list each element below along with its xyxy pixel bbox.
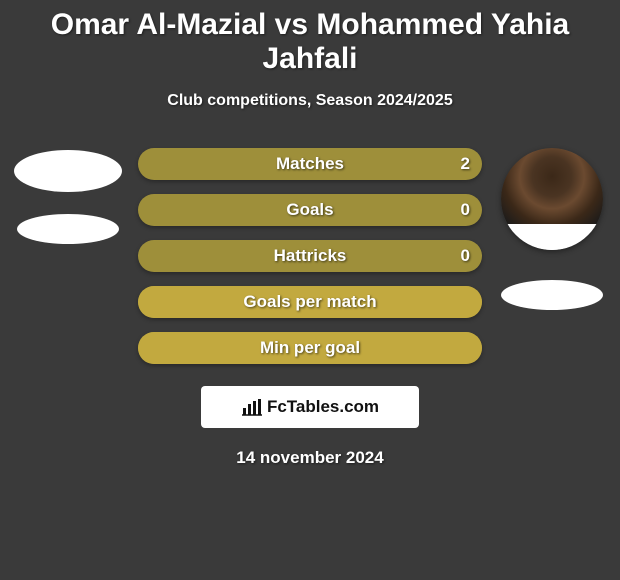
stat-label: Matches	[276, 154, 344, 174]
stats-bars: Matches 2 Goals 0 Hattricks 0 Goals	[130, 148, 490, 364]
content-row: Matches 2 Goals 0 Hattricks 0 Goals	[0, 148, 620, 364]
stat-bar-goals: Goals 0	[138, 194, 482, 226]
stat-bar-matches: Matches 2	[138, 148, 482, 180]
avatar-image-placeholder	[501, 148, 603, 250]
player-left-flag	[17, 214, 119, 244]
player-right-column	[490, 148, 620, 364]
player-left-avatar	[14, 150, 122, 192]
comparison-card: Omar Al-Mazial vs Mohammed Yahia Jahfali…	[0, 0, 620, 580]
stat-label: Goals per match	[243, 292, 376, 312]
stat-value-right: 0	[461, 246, 470, 266]
date-text: 14 november 2024	[0, 448, 620, 468]
player-right-flag	[501, 280, 603, 310]
stat-label: Hattricks	[274, 246, 347, 266]
page-title: Omar Al-Mazial vs Mohammed Yahia Jahfali	[0, 0, 620, 76]
stat-bar-goals-per-match: Goals per match	[138, 286, 482, 318]
stat-value-right: 0	[461, 200, 470, 220]
player-right-avatar	[501, 148, 603, 250]
stat-bar-hattricks: Hattricks 0	[138, 240, 482, 272]
stat-value-right: 2	[461, 154, 470, 174]
stat-label: Min per goal	[260, 338, 360, 358]
chart-bars-icon	[241, 398, 263, 416]
watermark: FcTables.com	[201, 386, 419, 428]
stat-bar-min-per-goal: Min per goal	[138, 332, 482, 364]
player-left-column	[0, 148, 130, 364]
page-subtitle: Club competitions, Season 2024/2025	[0, 92, 620, 110]
watermark-text: FcTables.com	[267, 397, 379, 417]
stat-label: Goals	[286, 200, 333, 220]
